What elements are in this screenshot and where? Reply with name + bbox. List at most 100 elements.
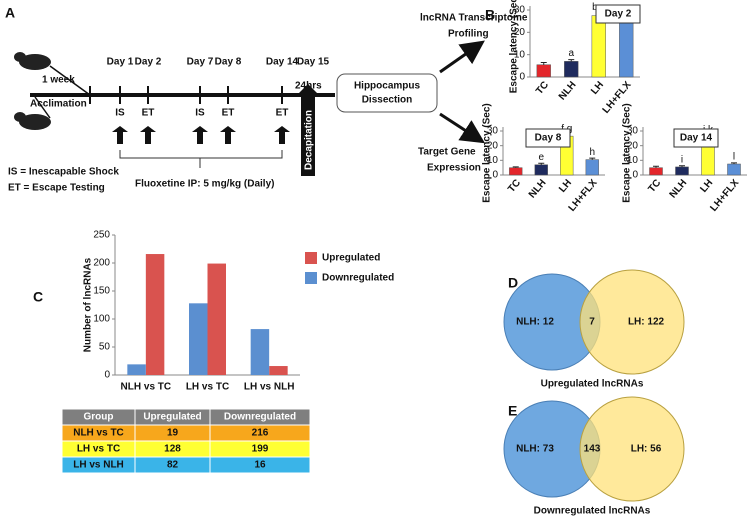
error-bar [589,157,596,160]
y-tick-label: 10 [487,155,499,166]
title-box [595,4,641,24]
y-tick-label: 10 [627,155,639,166]
label: Hippocampus [354,81,421,92]
bar [649,167,663,176]
table-text: LH vs TC [77,444,120,455]
y-tick-label: 30 [514,5,526,16]
label: IS = Inescapable Shock [8,167,119,178]
venn-right [579,269,685,375]
bar [675,166,689,176]
y-tick-label: 150 [93,286,110,297]
label: 1 week [42,75,75,86]
x-tick-label: NLH [527,178,549,201]
bar [509,167,523,176]
x-tick-label: LH [589,80,606,97]
table-text: 199 [252,444,269,455]
bar [534,164,548,176]
venn-right [579,396,685,502]
day-label: Day 7 [187,57,214,68]
annotation: l [733,151,735,162]
table-header: Upregulated [143,412,201,423]
panel-label: B [485,7,495,23]
label: Fluoxetine IP: 5 mg/kg (Daily) [135,179,274,190]
label: lncRNA Transcriptome [420,13,528,24]
table-header: Downregulated [224,412,296,423]
x-tick-label: LH [557,178,574,195]
venn-label: 143 [584,444,601,455]
error-bar [731,162,737,164]
venn-label: NLH: 12 [516,317,554,328]
error-bar [568,59,575,62]
bar [536,64,551,78]
chart-title: Day 2 [605,9,632,20]
y-tick-label: 200 [93,258,110,269]
label: Acclimation [30,99,87,110]
y-tick-label: 100 [93,314,110,325]
x-tick-label: LH vs TC [186,382,229,393]
x-tick-label: TC [534,80,551,97]
title-box [525,128,571,148]
y-tick-label: 20 [514,27,526,38]
panel-label: A [5,5,15,21]
chart-title: Day 14 [680,133,713,144]
y-axis-label: Escape latency (Sec) [509,0,520,93]
bar [564,61,579,78]
venn-caption: Downregulated lncRNAs [534,506,651,517]
venn-label: NLH: 73 [516,444,554,455]
bar [127,364,146,375]
table-text: 19 [167,428,179,439]
panel-label: E [508,403,517,419]
legend-swatch [305,272,317,284]
table-text: 216 [252,428,269,439]
day-label: Day 14 [266,57,299,68]
day-label: Day 8 [215,57,242,68]
y-tick-label: 30 [487,126,499,137]
bar [619,18,634,78]
annotation: e [538,152,544,163]
error-bar [679,165,685,167]
x-tick-label: LH [698,178,715,195]
bar [207,263,226,375]
venn-caption: Upregulated lncRNAs [541,379,644,390]
x-tick-label: LH+FLX [708,177,741,213]
bar [269,366,288,375]
y-axis-label: Escape latency (Sec) [622,103,633,203]
error-bar [538,162,545,165]
table-cell [209,456,311,474]
y-tick-label: 0 [632,170,638,181]
label: Profiling [448,29,489,40]
table-header: Group [84,412,114,423]
x-tick-label: NLH [668,178,690,201]
event-label: ET [276,108,289,119]
annotation: h [589,147,595,158]
y-tick-label: 20 [627,140,639,151]
event-label: ET [142,108,155,119]
y-tick-label: 10 [514,49,526,60]
y-tick-label: 0 [104,370,110,381]
event-label: IS [195,108,205,119]
annotation: a [568,48,574,59]
y-axis-label: Number of lncRNAs [83,257,94,352]
y-tick-label: 30 [627,126,639,137]
label: Expression [427,163,481,174]
label: 24hrs [295,81,322,92]
legend-label: Upregulated [322,253,380,264]
venn-label: LH: 122 [628,317,665,328]
y-tick-label: 0 [519,72,525,83]
title-box [673,128,719,148]
legend-swatch [305,252,317,264]
x-tick-label: TC [506,178,523,195]
venn-label: LH: 56 [631,444,662,455]
x-tick-label: LH vs NLH [244,382,295,393]
label: Target Gene [418,147,476,158]
chart-title: Day 8 [535,133,562,144]
bar [250,329,270,375]
panel-label: C [33,289,43,305]
y-tick-label: 250 [93,230,110,241]
panel-label: D [508,275,518,291]
bar [727,163,741,176]
bar [145,254,165,375]
x-tick-label: NLH vs TC [121,382,172,393]
